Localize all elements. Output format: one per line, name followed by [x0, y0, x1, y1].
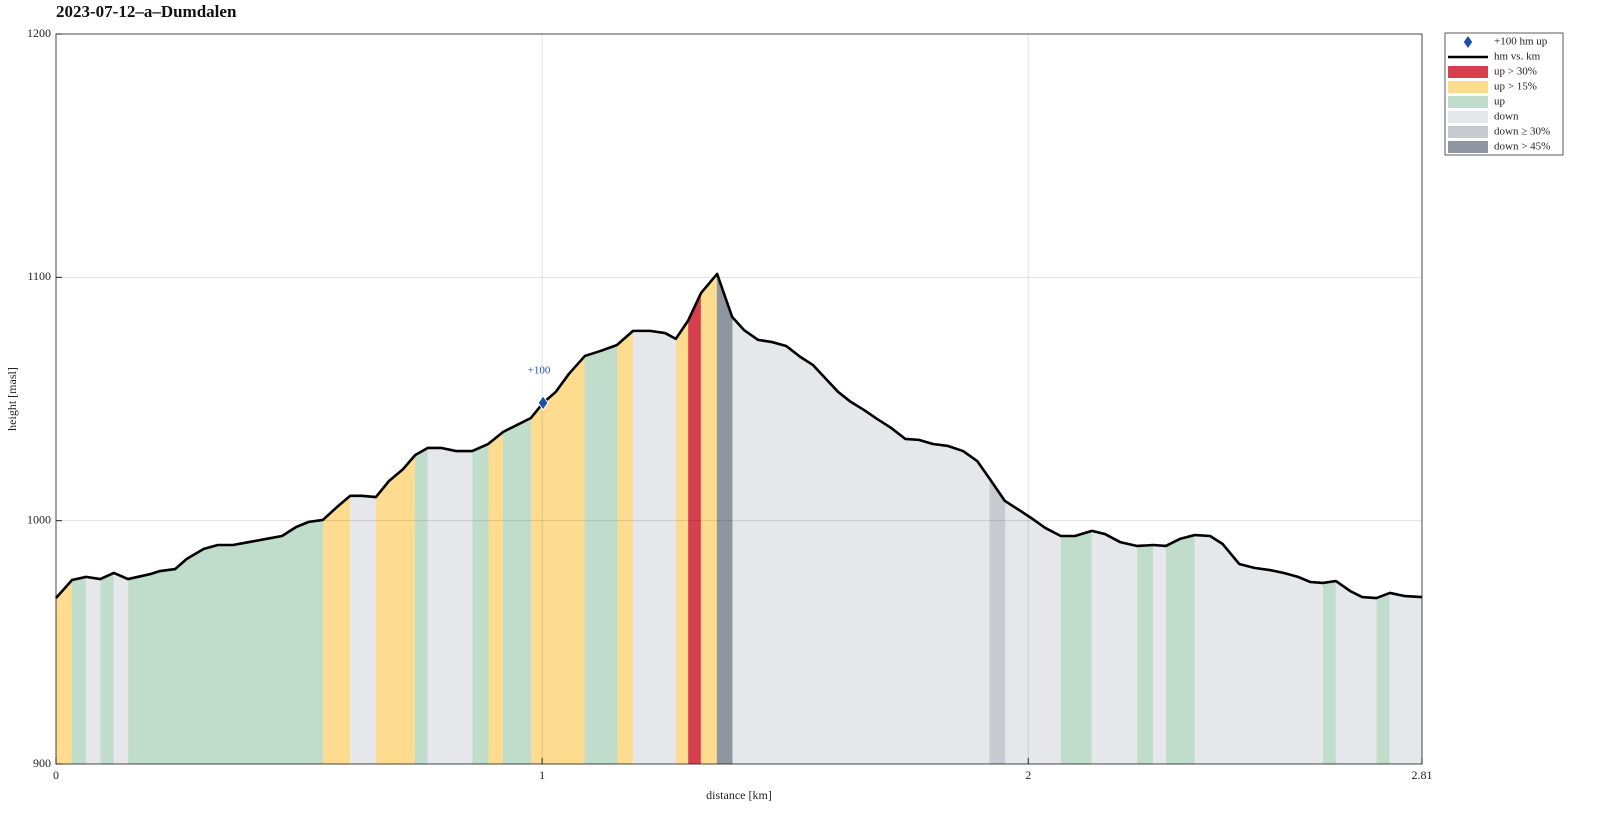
slope-band: [471, 443, 489, 765]
legend-swatch: [1448, 141, 1488, 153]
legend: +100 hm up hm vs. km up > 30% up > 15% up dow…: [1448, 36, 1550, 153]
slope-band: [616, 330, 634, 765]
legend-label: up > 15%: [1494, 81, 1537, 93]
slope-band: [85, 576, 101, 765]
legend-label: down ≥ 30%: [1494, 126, 1550, 138]
slope-band: [127, 519, 324, 765]
slope-band: [414, 447, 429, 765]
chart-title: 2023-07-12–a–Dumdalen: [56, 2, 237, 21]
legend-swatch: [1448, 111, 1488, 123]
slope-band: [700, 273, 718, 765]
axes-box: [55, 33, 1423, 765]
slope-band: [632, 330, 677, 765]
slope-band: [989, 478, 1006, 765]
slope-band: [731, 316, 991, 765]
slope-band: [1165, 534, 1196, 765]
x-tick-label: 2: [1025, 768, 1031, 782]
slope-band: [1004, 500, 1062, 765]
slope-band: [584, 344, 618, 765]
plot-area: [55, 33, 1423, 765]
slope-band: [1389, 592, 1423, 765]
slope-band: [322, 495, 351, 765]
legend-label: up > 30%: [1494, 66, 1537, 78]
slope-band: [427, 447, 473, 765]
slope-band: [55, 579, 73, 765]
legend-label: down > 45%: [1494, 141, 1550, 153]
slope-band: [99, 572, 115, 765]
legend-swatch: [1448, 81, 1488, 93]
slope-band: [71, 576, 87, 765]
slope-band: [1136, 544, 1154, 765]
legend-swatch: [1448, 126, 1488, 138]
legend-label: hm vs. km: [1494, 51, 1541, 63]
slope-band: [113, 572, 129, 765]
slope-band: [716, 273, 733, 765]
slope-band: [375, 454, 416, 765]
slope-band: [687, 292, 702, 765]
height-marker: [537, 395, 549, 411]
legend-label: +100 hm up: [1494, 36, 1548, 48]
y-tick-label: 1100: [27, 269, 51, 283]
profile-line: [55, 272, 1423, 600]
legend-swatch: [1448, 96, 1488, 108]
x-tick-label: 0: [53, 768, 59, 782]
slope-band: [1335, 580, 1377, 765]
slope-band: [675, 320, 689, 765]
y-tick-label: 1000: [27, 512, 51, 526]
slope-band: [1091, 530, 1138, 765]
slope-band: [349, 495, 377, 765]
slope-band: [1152, 544, 1167, 765]
y-tick-label: 1200: [27, 26, 51, 40]
slope-band: [487, 431, 504, 765]
slope-band: [1322, 580, 1337, 765]
y-tick-label: 900: [33, 756, 51, 770]
x-tick-label: 1: [539, 768, 545, 782]
slope-band: [1060, 530, 1093, 765]
x-tick-label: 2.81: [1412, 768, 1433, 782]
slope-band: [530, 355, 586, 765]
legend-marker: [1463, 36, 1473, 48]
legend-label: down: [1494, 111, 1519, 123]
legend-swatch: [1448, 66, 1488, 78]
slope-band: [502, 417, 532, 765]
slope-band: [1376, 592, 1391, 765]
y-axis-label: height [masl]: [5, 367, 19, 431]
marker-label: +100: [528, 364, 551, 376]
x-axis-label: distance [km]: [706, 788, 772, 802]
legend-label: up: [1494, 96, 1506, 108]
